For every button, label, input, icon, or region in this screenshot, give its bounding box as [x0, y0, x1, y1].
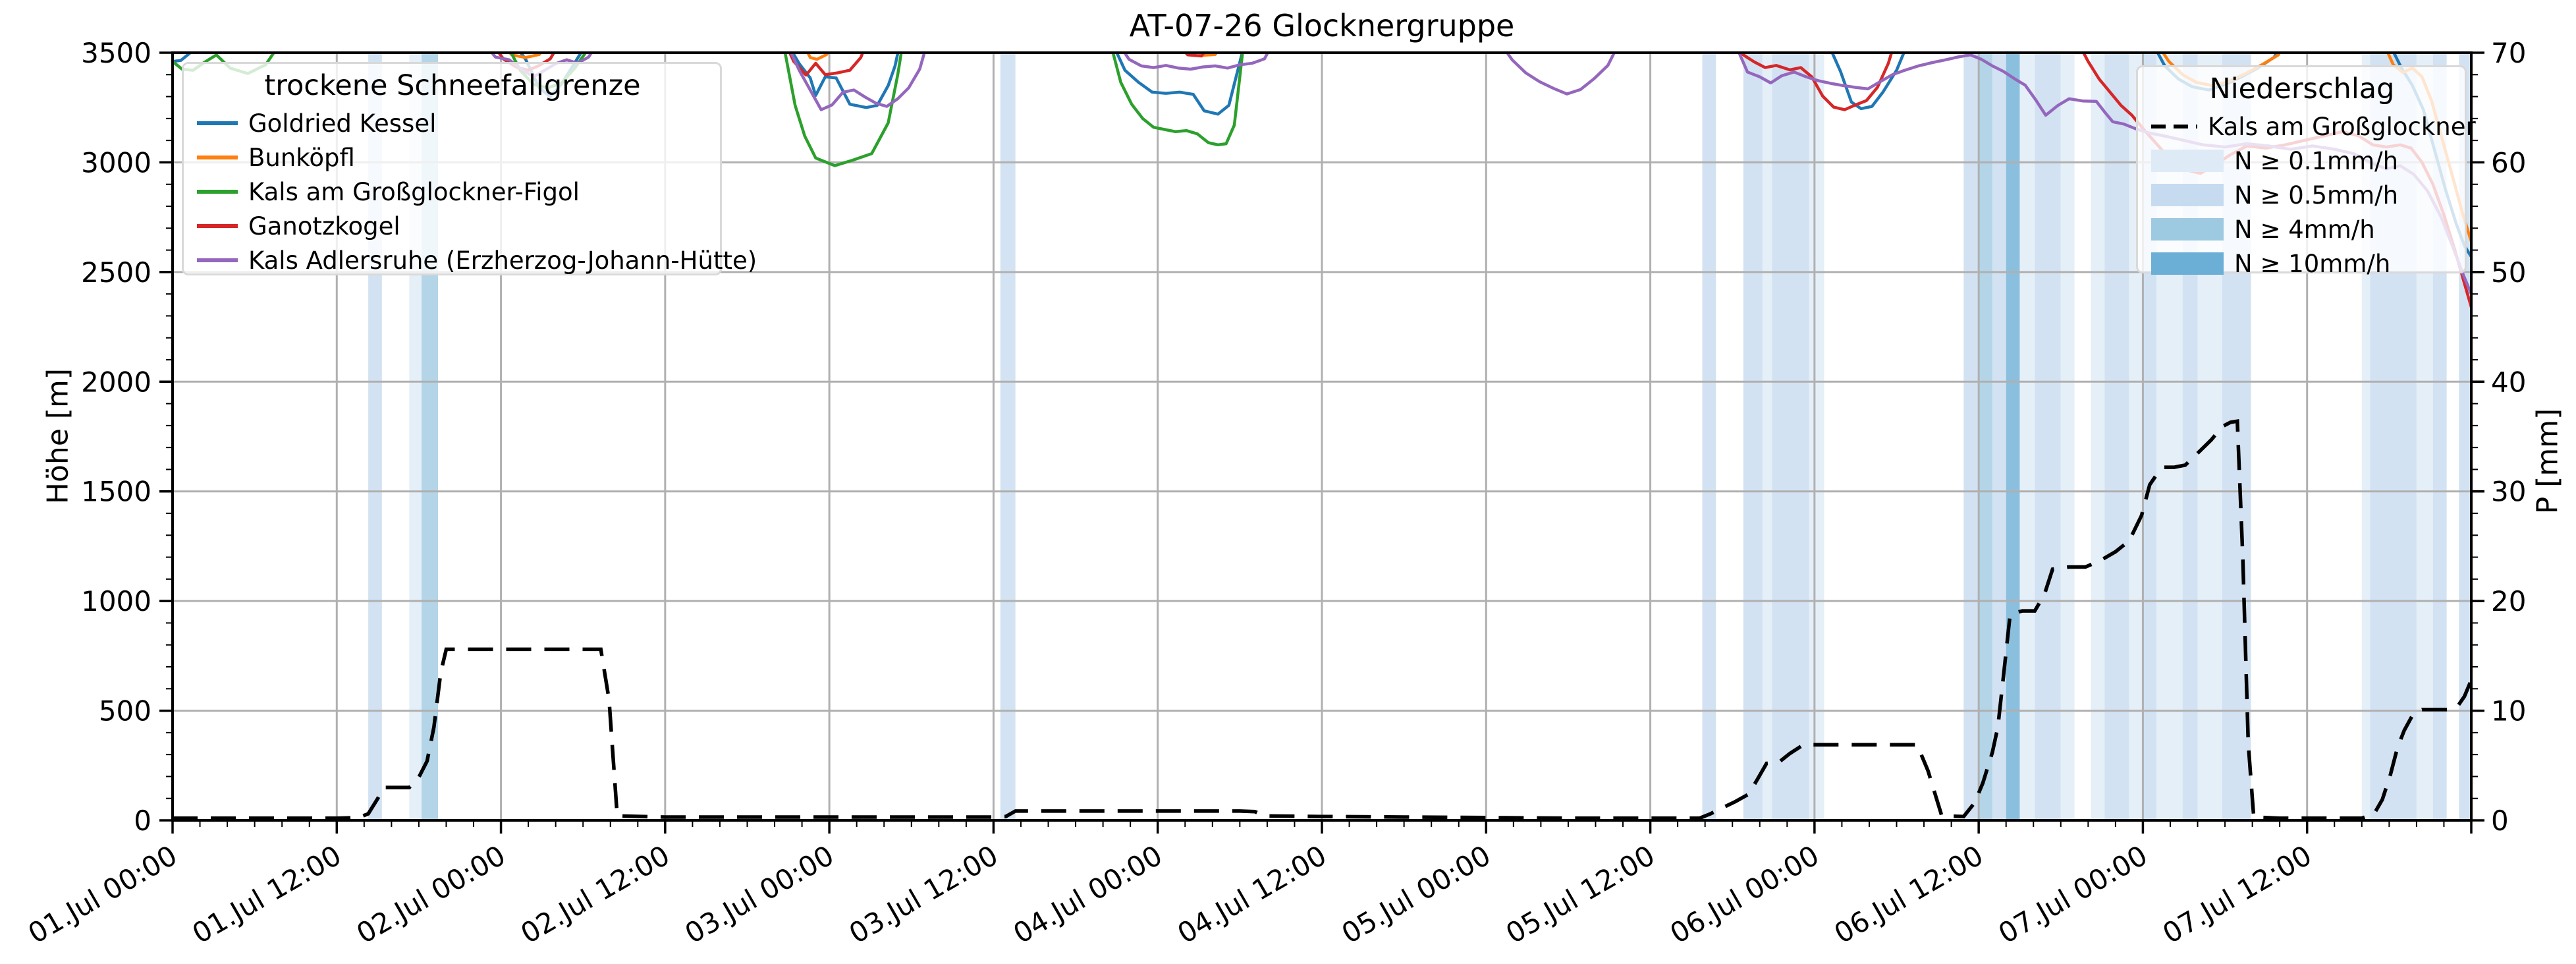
x-tick-label: 01.Jul 12:00: [187, 839, 347, 950]
y-right-tick-label: 20: [2491, 585, 2526, 617]
x-tick-label: 03.Jul 12:00: [844, 839, 1004, 950]
legend-item-label: Kals Adlersruhe (Erzherzog-Johann-Hütte): [248, 246, 757, 275]
x-tick-label: 07.Jul 00:00: [1993, 839, 2153, 950]
precip-band-0.5mmh: [1992, 53, 2006, 820]
legend-item-goldried-kessel: Goldried Kessel: [197, 106, 708, 140]
precip-band-0.5mmh: [1000, 53, 1016, 820]
legend-band-swatch: [2151, 184, 2224, 206]
y-left-tick-label: 0: [134, 805, 151, 837]
legend-snowline: trockene Schneefallgrenze Goldried Kesse…: [182, 62, 757, 277]
legend-snowline-title: trockene Schneefallgrenze: [264, 69, 641, 102]
legend-item-kals-adlersruhe-erzherzog-johann-h-tte-: Kals Adlersruhe (Erzherzog-Johann-Hütte): [197, 243, 757, 277]
precip-band-0.5mmh: [2035, 53, 2061, 820]
x-tick-label: 03.Jul 00:00: [680, 839, 840, 950]
x-tick-label: 05.Jul 00:00: [1336, 839, 1496, 950]
y-left-tick-label: 2000: [81, 366, 151, 398]
y-left-tick-label: 500: [99, 695, 151, 727]
axis-ticks: [159, 51, 2484, 834]
legend-item-ganotzkogel: Ganotzkogel: [197, 209, 708, 243]
y-right-tick-label: 60: [2491, 146, 2526, 179]
y-left-tick-label: 1500: [81, 476, 151, 508]
snowline-bunk-pfl: [507, 53, 2471, 243]
x-tick-label: 04.Jul 00:00: [1008, 839, 1168, 950]
gridlines: [173, 53, 2471, 820]
legend-item-label: Kals am Großglockner: [2208, 112, 2476, 141]
legend-item-bunk-pfl: Bunköpfl: [197, 140, 708, 175]
y-right-tick-label: 10: [2491, 695, 2526, 727]
legend-line-swatch: [197, 258, 238, 262]
precip-band-10mmh: [2006, 53, 2020, 820]
y-left-tick-label: 2500: [81, 256, 151, 289]
precip-band-0.1mmh: [1762, 53, 1772, 820]
x-tick-label: 01.Jul 00:00: [22, 839, 182, 950]
y-right-tick-label: 30: [2491, 476, 2526, 508]
x-tick-label: 06.Jul 12:00: [1829, 839, 1989, 950]
legend-precip-rows: Kals am Großglockner N ≥ 0.1mm/h N ≥ 0.5mm…: [2151, 109, 2476, 281]
legend-item-label: N ≥ 4mm/h: [2234, 215, 2375, 244]
x-tick-label: 02.Jul 12:00: [515, 839, 675, 950]
x-tick-label: 07.Jul 12:00: [2157, 839, 2317, 950]
legend-band-swatch: [2151, 218, 2224, 241]
precip-band-0.1mmh: [1809, 53, 1824, 820]
legend-item-label: N ≥ 10mm/h: [2234, 249, 2391, 278]
y-axis-left-label: Höhe [m]: [41, 368, 75, 505]
legend-snowline-rows: Goldried Kessel Bunköpfl Kals am Großglock…: [197, 106, 757, 277]
precip-sum-line: [173, 418, 2471, 820]
precip-band-0.1mmh: [2019, 53, 2035, 820]
legend-item-label: N ≥ 0.1mm/h: [2234, 146, 2399, 175]
x-tick-label: 02.Jul 00:00: [351, 839, 511, 950]
precip-band-0.5mmh: [1702, 53, 1716, 820]
legend-item-intensity-0.5: N ≥ 0.5mm/h: [2151, 178, 2453, 212]
y-left-tick-label: 1000: [81, 585, 151, 617]
precip-band-0.5mmh: [1772, 53, 1809, 820]
x-tick-label: 05.Jul 12:00: [1500, 839, 1660, 950]
precip-band-0.5mmh: [1963, 53, 1979, 820]
legend-band-swatch: [2151, 150, 2224, 172]
legend-item-label: Bunköpfl: [248, 143, 355, 172]
legend-item-intensity-4: N ≥ 4mm/h: [2151, 212, 2453, 246]
page-title: AT-07-26 Glocknergruppe: [1129, 8, 1515, 43]
precip-band-0.5mmh: [2104, 53, 2129, 820]
legend-precip-title: Niederschlag: [2209, 72, 2395, 105]
precip-band-0.1mmh: [2091, 53, 2105, 820]
y-right-tick-label: 0: [2491, 805, 2509, 837]
y-right-tick-label: 50: [2491, 256, 2526, 289]
legend-item-label: Ganotzkogel: [248, 212, 400, 241]
y-left-tick-label: 3500: [81, 37, 151, 69]
y-axis-right-label: P [mm]: [2531, 408, 2565, 515]
precip-band-0.1mmh: [2060, 53, 2075, 820]
precip-band-0.5mmh: [1743, 53, 1763, 820]
x-tick-label: 04.Jul 12:00: [1172, 839, 1332, 950]
legend-precip: Niederschlag Kals am Großglockner N ≥ 0.1…: [2136, 65, 2476, 278]
legend-item-intensity-10: N ≥ 10mm/h: [2151, 246, 2453, 281]
legend-line-swatch: [197, 190, 238, 194]
legend-item-kals-am-gro-glockner-figol: Kals am Großglockner-Figol: [197, 175, 708, 209]
legend-line-swatch: [197, 156, 238, 159]
legend-item-label: Goldried Kessel: [248, 109, 437, 138]
y-right-tick-label: 70: [2491, 37, 2526, 69]
legend-line-swatch: [197, 224, 238, 228]
precip-band-4mmh: [1979, 53, 1992, 820]
legend-dashed-line-swatch: [2151, 125, 2197, 128]
y-right-tick-label: 40: [2491, 366, 2526, 398]
legend-item-precip-station: Kals am Großglockner: [2151, 109, 2476, 144]
y-left-tick-label: 3000: [81, 146, 151, 179]
legend-item-label: Kals am Großglockner-Figol: [248, 177, 580, 206]
legend-band-swatch: [2151, 252, 2224, 275]
legend-line-swatch: [197, 121, 238, 125]
x-tick-label: 06.Jul 00:00: [1664, 839, 1824, 950]
legend-item-label: N ≥ 0.5mm/h: [2234, 181, 2399, 210]
legend-item-intensity-0.1: N ≥ 0.1mm/h: [2151, 144, 2453, 178]
